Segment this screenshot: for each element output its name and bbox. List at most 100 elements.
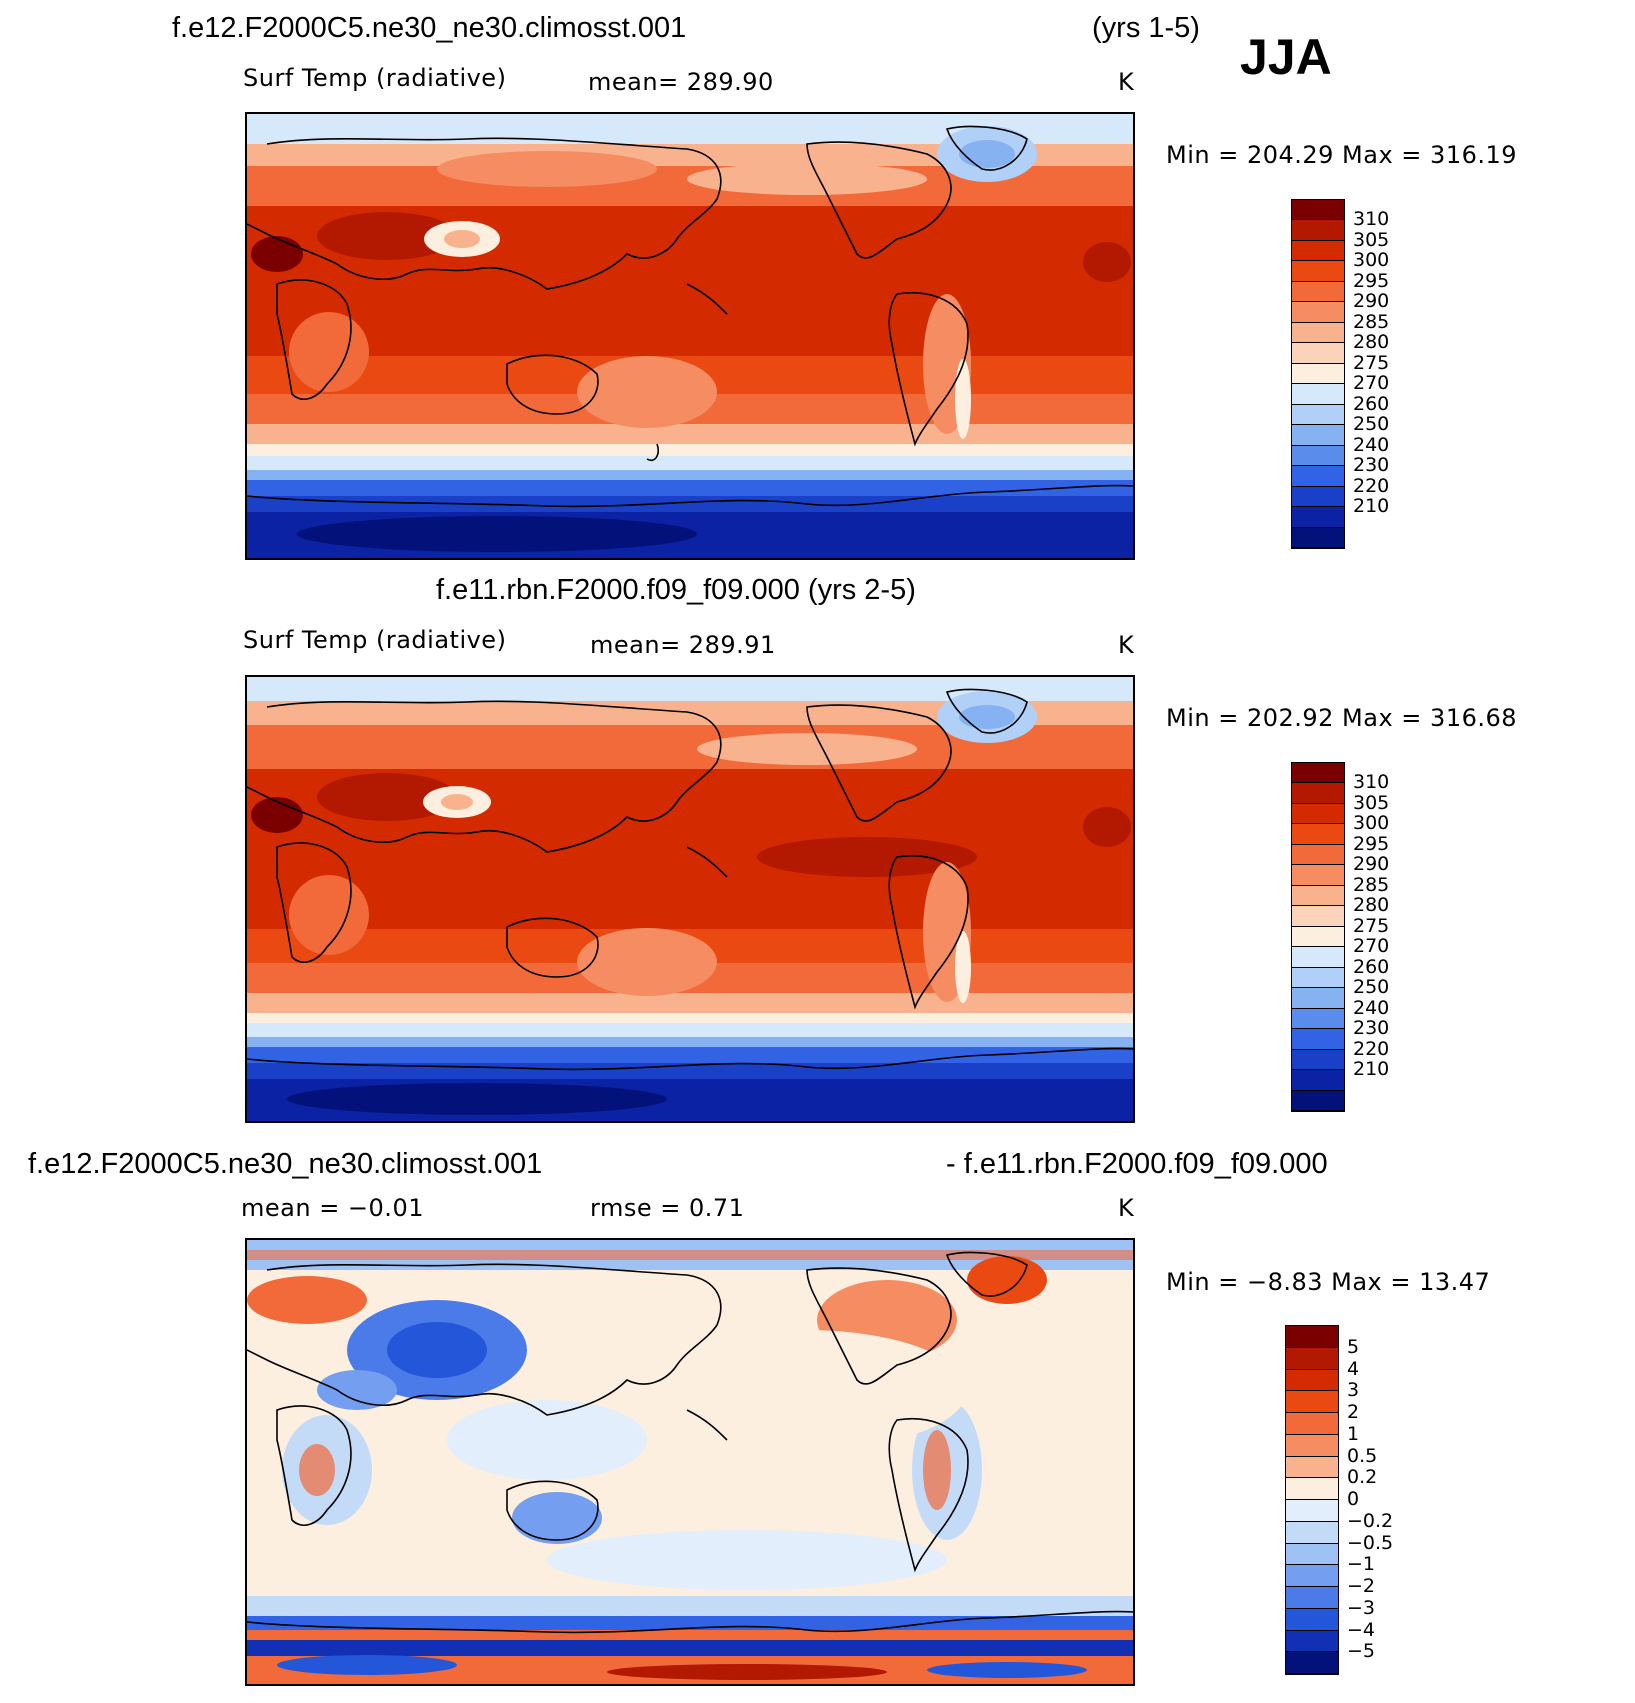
colorbar-swatch xyxy=(1292,988,1344,1009)
colorbar-tick-label: 1 xyxy=(1347,1422,1360,1445)
colorbar-tick-label: 240 xyxy=(1353,433,1390,456)
colorbar-tick-label: 210 xyxy=(1353,1058,1390,1081)
colorbar-tick-label: 220 xyxy=(1353,474,1390,497)
colorbar-tick-label: 305 xyxy=(1353,791,1390,814)
colorbar-swatch xyxy=(1292,865,1344,886)
colorbar-tick-label: 220 xyxy=(1353,1037,1390,1060)
panel1-units: K xyxy=(1118,68,1135,96)
colorbar-tick-label: −4 xyxy=(1347,1618,1376,1641)
colorbar-swatch xyxy=(1286,1326,1338,1348)
colorbar-tick-label: 290 xyxy=(1353,290,1390,313)
colorbar-swatch xyxy=(1292,844,1344,866)
panel3-units: K xyxy=(1118,1194,1135,1222)
colorbar-swatch xyxy=(1292,507,1344,528)
colorbar-swatch xyxy=(1292,783,1344,804)
colorbar-swatch xyxy=(1286,1456,1338,1479)
colorbar-tick-label: −0.5 xyxy=(1347,1531,1394,1554)
colorbar-tick-label: −5 xyxy=(1347,1640,1376,1663)
panel3-rmse: rmse = 0.71 xyxy=(590,1194,745,1222)
panel3-minmax: Min = −8.83 Max = 13.47 xyxy=(1166,1268,1491,1296)
colorbar-tick-label: 300 xyxy=(1353,812,1390,835)
colorbar-swatch xyxy=(1286,1587,1338,1609)
colorbar-swatch xyxy=(1292,947,1344,968)
colorbar-tick-label: 240 xyxy=(1353,996,1390,1019)
colorbar-swatch xyxy=(1292,466,1344,487)
colorbar-tick-label: −2 xyxy=(1347,1575,1376,1597)
colorbar-swatch xyxy=(1292,261,1344,282)
panel2-map-field xyxy=(247,677,1133,1121)
colorbar-tick-label: 230 xyxy=(1353,454,1390,477)
panel1-title-left: f.e12.F2000C5.ne30_ne30.climosst.001 xyxy=(172,12,687,44)
colorbar-swatch xyxy=(1292,343,1344,364)
colorbar-swatch xyxy=(1292,1008,1344,1030)
colorbar-tick-label: 5 xyxy=(1347,1335,1360,1358)
colorbar-tick-label: 0.2 xyxy=(1347,1466,1378,1489)
colorbar-swatch xyxy=(1292,281,1344,303)
colorbar-swatch xyxy=(1286,1347,1338,1370)
colorbar-tick-label: 270 xyxy=(1353,372,1390,395)
colorbar-swatch xyxy=(1292,1090,1344,1111)
colorbar-tick-label: 270 xyxy=(1353,935,1390,958)
colorbar-tick-label: −3 xyxy=(1347,1596,1376,1619)
colorbar-swatch xyxy=(1292,1029,1344,1050)
colorbar-swatch xyxy=(1286,1413,1338,1435)
colorbar-tick-label: 0 xyxy=(1347,1488,1360,1510)
colorbar-tick-label: 275 xyxy=(1353,914,1390,937)
panel2-minmax: Min = 202.92 Max = 316.68 xyxy=(1166,704,1518,732)
panel1-colorbar xyxy=(1291,199,1345,549)
colorbar-tick-label: 310 xyxy=(1353,208,1390,231)
colorbar-swatch xyxy=(1292,486,1344,508)
panel1-minmax: Min = 204.29 Max = 316.19 xyxy=(1166,141,1518,169)
colorbar-swatch xyxy=(1292,803,1344,825)
panel1-title-right: (yrs 1-5) xyxy=(1092,12,1200,44)
panel3-colorbar xyxy=(1285,1325,1339,1675)
colorbar-swatch xyxy=(1286,1500,1338,1522)
colorbar-swatch xyxy=(1292,384,1344,405)
colorbar-swatch xyxy=(1292,906,1344,927)
panel1-mean: mean= 289.90 xyxy=(588,68,774,96)
colorbar-tick-label: 285 xyxy=(1353,310,1390,333)
colorbar-swatch xyxy=(1292,425,1344,446)
colorbar-swatch xyxy=(1286,1543,1338,1566)
colorbar-swatch xyxy=(1292,363,1344,385)
panel1-variable-label: Surf Temp (radiative) xyxy=(243,64,507,92)
colorbar-tick-label: 295 xyxy=(1353,832,1390,855)
colorbar-tick-label: 280 xyxy=(1353,894,1390,917)
panel2-colorbar xyxy=(1291,762,1345,1112)
colorbar-tick-label: 250 xyxy=(1353,976,1390,999)
colorbar-swatch xyxy=(1292,220,1344,241)
colorbar-tick-label: 4 xyxy=(1347,1357,1360,1380)
colorbar-swatch xyxy=(1292,824,1344,845)
panel3-map xyxy=(245,1238,1135,1686)
colorbar-swatch xyxy=(1286,1369,1338,1392)
colorbar-tick-label: 310 xyxy=(1353,771,1390,794)
colorbar-swatch xyxy=(1292,200,1344,221)
colorbar-tick-label: 3 xyxy=(1347,1379,1360,1402)
colorbar-swatch xyxy=(1292,240,1344,262)
colorbar-swatch xyxy=(1292,322,1344,344)
panel3-mean: mean = −0.01 xyxy=(241,1194,424,1222)
colorbar-swatch xyxy=(1292,445,1344,467)
colorbar-swatch xyxy=(1292,1049,1344,1071)
colorbar-tick-label: 260 xyxy=(1353,392,1390,415)
colorbar-swatch xyxy=(1292,763,1344,784)
colorbar-tick-label: 260 xyxy=(1353,955,1390,978)
colorbar-swatch xyxy=(1286,1565,1338,1587)
panel2-mean: mean= 289.91 xyxy=(590,631,776,659)
colorbar-tick-label: 290 xyxy=(1353,853,1390,876)
colorbar-tick-label: 250 xyxy=(1353,413,1390,436)
colorbar-swatch xyxy=(1286,1652,1338,1674)
colorbar-tick-label: 230 xyxy=(1353,1017,1390,1040)
colorbar-swatch xyxy=(1286,1608,1338,1631)
colorbar-swatch xyxy=(1286,1478,1338,1500)
panel2-title: f.e11.rbn.F2000.f09_f09.000 (yrs 2-5) xyxy=(436,574,916,606)
colorbar-swatch xyxy=(1292,302,1344,323)
colorbar-tick-label: 285 xyxy=(1353,873,1390,896)
colorbar-tick-label: 295 xyxy=(1353,269,1390,292)
panel2-variable-label: Surf Temp (radiative) xyxy=(243,626,507,654)
colorbar-tick-label: 300 xyxy=(1353,249,1390,272)
colorbar-tick-label: 2 xyxy=(1347,1401,1360,1423)
colorbar-tick-label: 210 xyxy=(1353,495,1390,518)
colorbar-tick-label: 305 xyxy=(1353,228,1390,251)
colorbar-swatch xyxy=(1292,1070,1344,1091)
